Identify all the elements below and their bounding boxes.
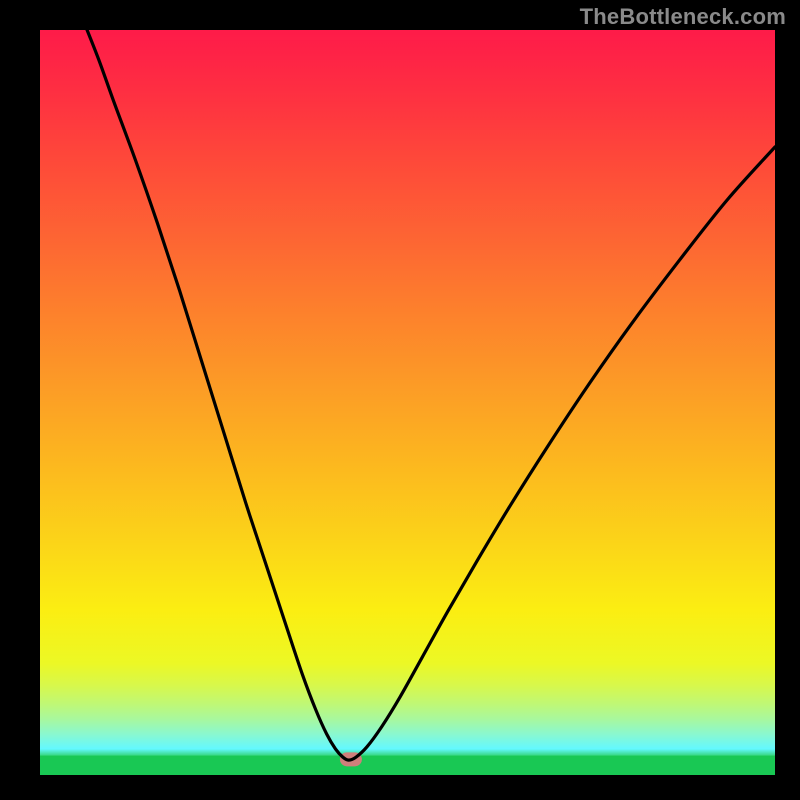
green-bottom-band: [40, 756, 775, 775]
watermark-text: TheBottleneck.com: [580, 4, 786, 30]
plot-background-gradient: [40, 30, 775, 775]
bottleneck-plot-svg: [0, 0, 800, 800]
figure-container: { "canvas": { "width": 800, "height": 80…: [0, 0, 800, 800]
